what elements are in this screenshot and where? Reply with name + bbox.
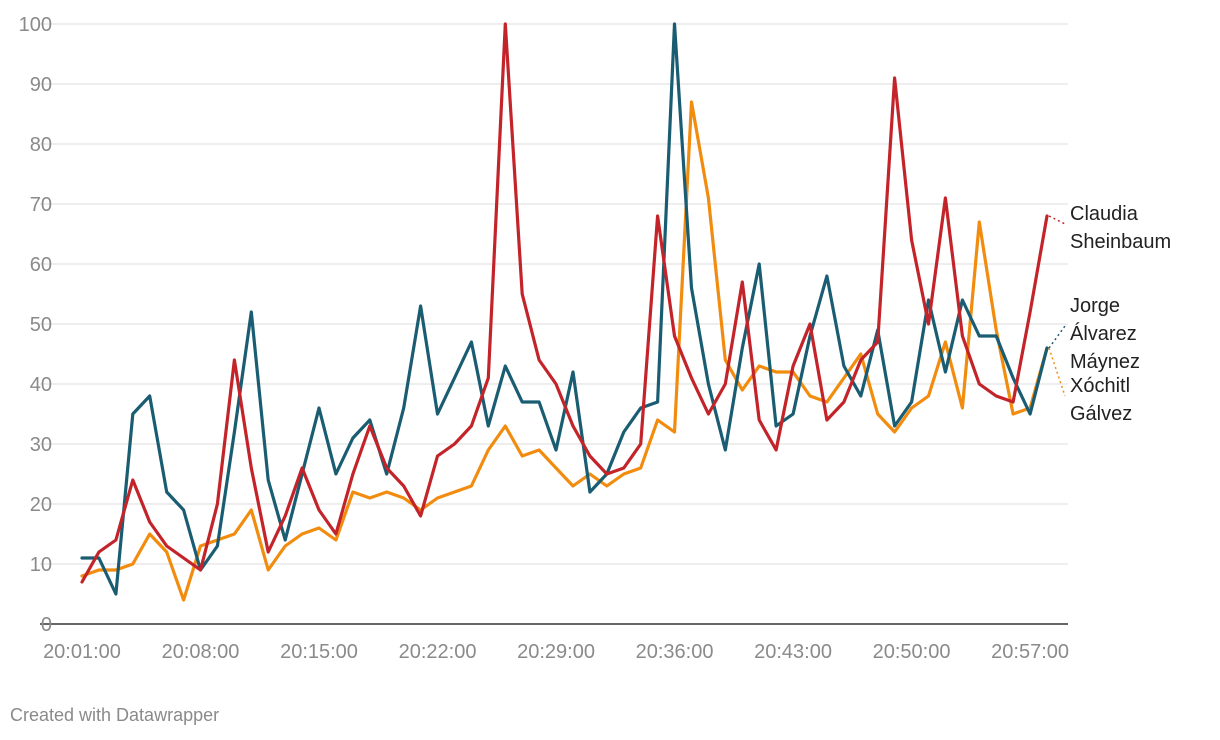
x-tick-label: 20:22:00: [399, 641, 477, 663]
y-tick-label: 30: [30, 434, 52, 456]
y-tick-label: 70: [30, 194, 52, 216]
series-label: Álvarez: [1070, 322, 1137, 345]
series-label: Xóchitl: [1070, 375, 1130, 397]
series-line-1: [80, 22, 1049, 596]
y-tick-label: 60: [30, 254, 52, 276]
x-tick-label: 20:43:00: [754, 641, 832, 663]
y-axis: 0 10 20 30 40 50 60 70 80 90 100: [19, 14, 52, 636]
credit-text: Created with Datawrapper: [10, 705, 220, 725]
label-connector: [1048, 325, 1066, 349]
y-tick-label: 40: [30, 374, 52, 396]
y-tick-label: 0: [41, 614, 52, 636]
label-connector: [1048, 215, 1066, 225]
x-tick-label: 20:50:00: [873, 641, 951, 663]
x-tick-label: 20:15:00: [280, 641, 358, 663]
y-tick-label: 80: [30, 134, 52, 156]
x-tick-label: 20:29:00: [517, 641, 595, 663]
y-tick-label: 10: [30, 554, 52, 576]
y-tick-label: 50: [30, 314, 52, 336]
y-tick-label: 90: [30, 74, 52, 96]
series-label: Máynez: [1070, 351, 1140, 373]
series-lines: [80, 22, 1049, 602]
y-tick-label: 20: [30, 494, 52, 516]
series-labels: Claudia Sheinbaum Jorge Álvarez MáynezXóchit…: [1048, 203, 1171, 425]
gridlines: [40, 23, 1068, 625]
series-label: Claudia: [1070, 203, 1139, 225]
series-label: Sheinbaum: [1070, 231, 1171, 253]
x-axis: 20:01:00 20:08:00 20:15:00 20:22:00 20:29:00…: [43, 641, 1069, 663]
series-label: Jorge: [1070, 295, 1120, 317]
series-line-0: [80, 22, 1049, 584]
y-tick-label: 100: [19, 14, 52, 36]
series-label: Gálvez: [1070, 403, 1132, 425]
x-tick-label: 20:36:00: [636, 641, 714, 663]
x-tick-label: 20:01:00: [43, 641, 121, 663]
series-line-2: [80, 100, 1049, 602]
x-tick-label: 20:57:00: [991, 641, 1069, 663]
label-connector: [1048, 347, 1066, 397]
x-tick-label: 20:08:00: [162, 641, 240, 663]
